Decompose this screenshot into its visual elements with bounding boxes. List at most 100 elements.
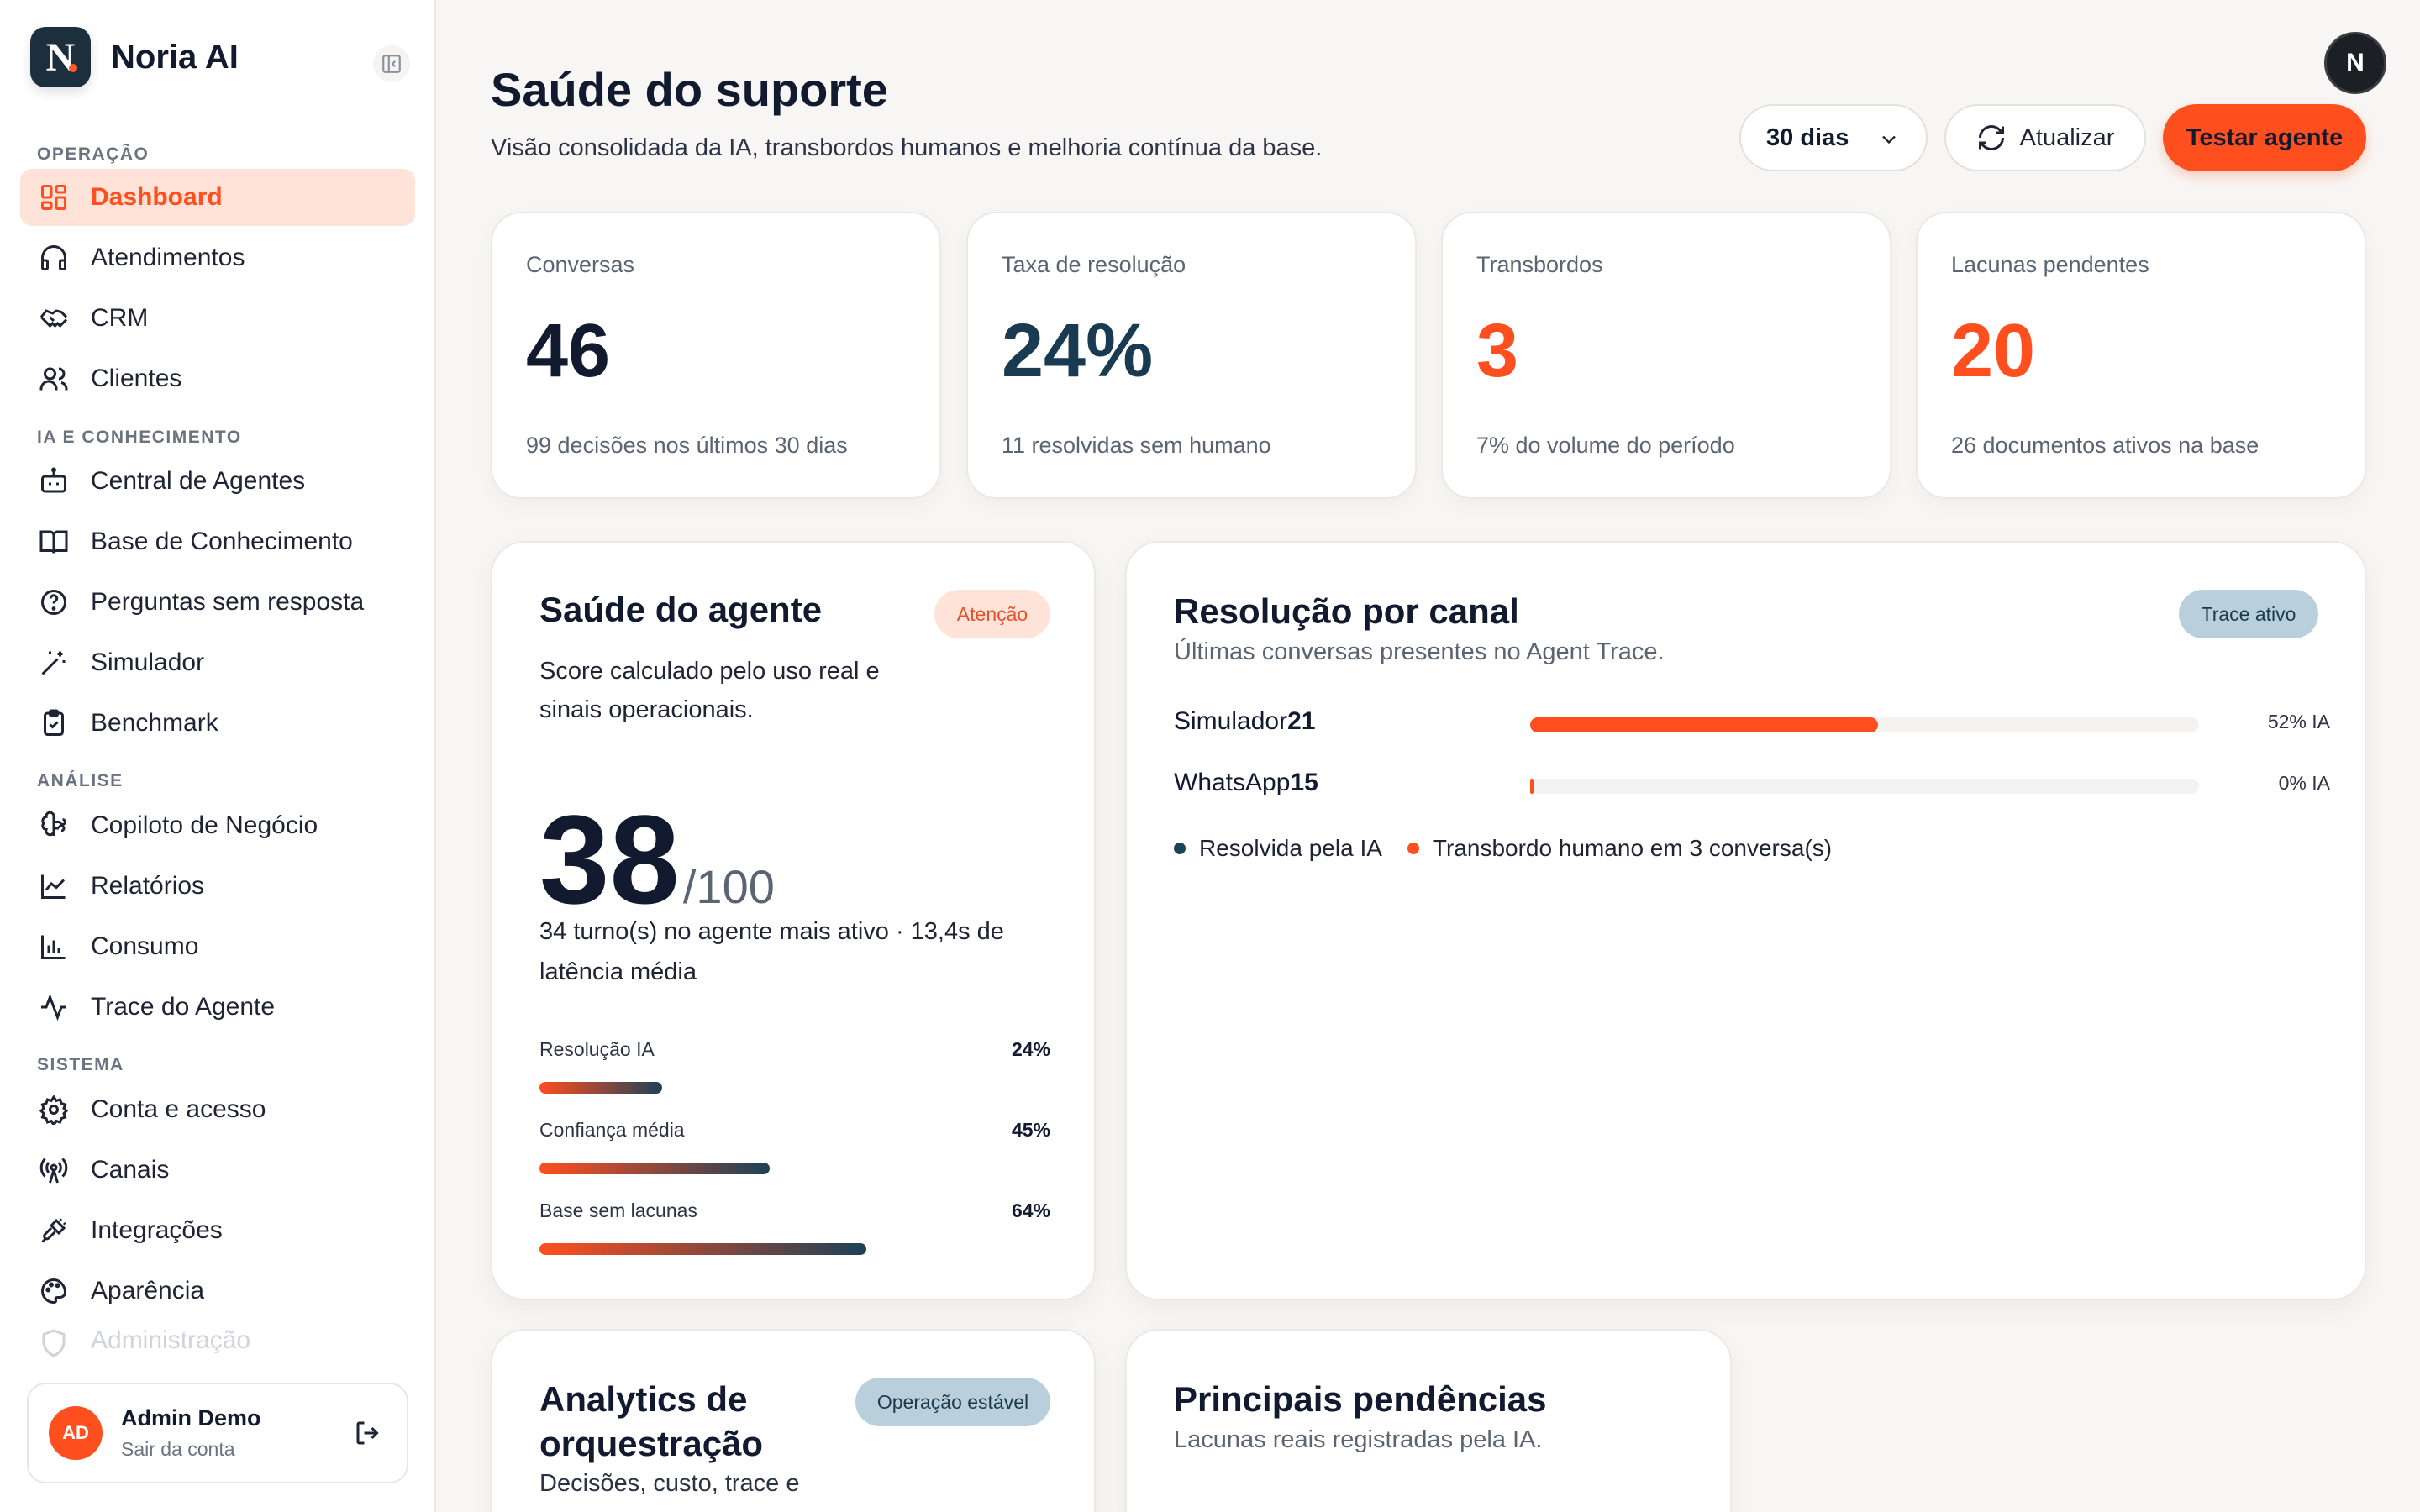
- sidebar-item-benchmark[interactable]: Benchmark: [20, 695, 415, 752]
- sidebar-item-label: Copiloto de Negócio: [91, 811, 318, 839]
- period-select[interactable]: 30 dias: [1739, 104, 1928, 171]
- test-agent-button[interactable]: Testar agente: [2163, 104, 2366, 171]
- channel-bar-track: [1530, 717, 2199, 732]
- sidebar-item-crm[interactable]: CRM: [20, 290, 415, 347]
- metric-value: 45%: [1011, 1119, 1050, 1141]
- score-max: /100: [682, 860, 775, 913]
- sidebar-item-relatorios[interactable]: Relatórios: [20, 858, 415, 915]
- panel-title: Analytics de orquestração: [539, 1379, 764, 1463]
- channel-bar-fill: [1530, 717, 1878, 732]
- stat-card-lacunas: Lacunas pendentes 20 26 documentos ativo…: [1916, 212, 2366, 499]
- sidebar-item-conta[interactable]: Conta e acesso: [20, 1081, 415, 1138]
- user-avatar[interactable]: N: [2324, 32, 2386, 94]
- sidebar-item-dashboard[interactable]: Dashboard: [20, 169, 415, 226]
- sidebar-item-trace[interactable]: Trace do Agente: [20, 979, 415, 1036]
- wand-icon: [37, 646, 71, 680]
- stat-label: Lacunas pendentes: [1951, 252, 2149, 277]
- channel-count: 21: [1287, 707, 1316, 735]
- sidebar-item-integracoes[interactable]: Integrações: [20, 1202, 415, 1259]
- chart-legend: Resolvida pela IA Transbordo humano em 3…: [1174, 835, 1857, 862]
- sidebar-item-administracao[interactable]: Administração: [20, 1323, 415, 1357]
- stat-foot: 7% do volume do período: [1476, 433, 1735, 458]
- sidebar-item-base-conhecimento[interactable]: Base de Conhecimento: [20, 513, 415, 570]
- headset-icon: [37, 241, 71, 275]
- panel-title: Principais pendências: [1174, 1379, 1547, 1419]
- health-score: 38 /100: [539, 796, 775, 922]
- metric-confianca: Confiança média 45%: [539, 1119, 1050, 1174]
- sidebar-item-canais[interactable]: Canais: [20, 1142, 415, 1199]
- sidebar-item-consumo[interactable]: Consumo: [20, 918, 415, 975]
- logout-icon[interactable]: [353, 1418, 387, 1452]
- bar-chart-icon: [37, 930, 71, 963]
- channel-count: 15: [1290, 769, 1318, 796]
- help-circle-icon: [37, 585, 71, 619]
- collapse-sidebar-button[interactable]: [373, 45, 410, 82]
- sidebar-item-label: Benchmark: [91, 709, 218, 737]
- dashboard-icon: [37, 181, 71, 214]
- chevron-down-icon: [1877, 128, 1901, 158]
- logo-dot: [69, 64, 77, 72]
- book-icon: [37, 525, 71, 559]
- line-chart-icon: [37, 869, 71, 903]
- metric-value: 24%: [1011, 1038, 1050, 1060]
- metric-value: 64%: [1011, 1200, 1050, 1221]
- logout-link[interactable]: Sair da conta: [121, 1438, 235, 1460]
- sidebar-item-central-agentes[interactable]: Central de Agentes: [20, 453, 415, 510]
- clipboard-check-icon: [37, 706, 71, 740]
- sidebar-item-label: Perguntas sem resposta: [91, 588, 365, 616]
- sidebar-item-atendimentos[interactable]: Atendimentos: [20, 229, 415, 286]
- sidebar-item-label: Relatórios: [91, 872, 205, 900]
- sidebar-item-label: Central de Agentes: [91, 467, 306, 495]
- health-description: Score calculado pelo uso real e sinais o…: [539, 658, 880, 724]
- account-card[interactable]: AD Admin Demo Sair da conta: [27, 1383, 408, 1483]
- sidebar-toggle-icon: [382, 55, 401, 73]
- panel-subtitle: Decisões, custo, trace e: [539, 1470, 800, 1497]
- channel-resolution-panel: Resolução por canal Últimas conversas pr…: [1125, 541, 2366, 1300]
- sidebar-item-label: Base de Conhecimento: [91, 528, 353, 555]
- nav-section-operacao: OPERAÇÃO: [37, 144, 150, 164]
- status-badge: Trace ativo: [2179, 590, 2318, 638]
- stat-value: 24%: [1002, 309, 1154, 393]
- account-name: Admin Demo: [121, 1405, 261, 1431]
- nav-section-sistema: SISTEMA: [37, 1055, 124, 1074]
- avatar: AD: [49, 1406, 103, 1460]
- brand[interactable]: N Noria AI: [30, 27, 239, 87]
- stat-value: 3: [1476, 309, 1519, 393]
- metric-label: Confiança média: [539, 1119, 685, 1141]
- sidebar-item-clientes[interactable]: Clientes: [20, 350, 415, 407]
- channel-name: Simulador21: [1174, 707, 1316, 735]
- sidebar-item-label: Administração: [91, 1326, 251, 1354]
- plug-icon: [37, 1214, 71, 1247]
- sidebar-item-label: Trace do Agente: [91, 993, 276, 1021]
- score-value: 38: [539, 789, 680, 930]
- activity-icon: [37, 990, 71, 1024]
- stat-label: Transbordos: [1476, 252, 1603, 277]
- sidebar-item-aparencia[interactable]: Aparência: [20, 1263, 415, 1320]
- palette-icon: [37, 1274, 71, 1308]
- stat-foot: 99 decisões nos últimos 30 dias: [526, 433, 848, 458]
- channel-name: WhatsApp15: [1174, 769, 1318, 796]
- legend-dot: [1407, 843, 1419, 854]
- sidebar-item-label: Conta e acesso: [91, 1095, 266, 1123]
- refresh-button[interactable]: Atualizar: [1944, 104, 2146, 171]
- stat-value: 46: [526, 309, 611, 393]
- page-title: Saúde do suporte: [491, 63, 888, 116]
- metric-resolucao: Resolução IA 24%: [539, 1038, 1050, 1094]
- orchestration-panel: Analytics de orquestração Operação estáv…: [491, 1329, 1096, 1512]
- sidebar-item-label: Dashboard: [91, 183, 223, 211]
- page-subtitle: Visão consolidada da IA, transbordos hum…: [491, 134, 1323, 161]
- stat-foot: 11 resolvidas sem humano: [1002, 433, 1271, 458]
- sidebar-item-perguntas[interactable]: Perguntas sem resposta: [20, 574, 415, 631]
- nav-section-analise: ANÁLISE: [37, 771, 124, 790]
- legend-item: Resolvida pela IA: [1174, 835, 1382, 862]
- sidebar-item-simulador[interactable]: Simulador: [20, 634, 415, 691]
- stat-label: Conversas: [526, 252, 635, 277]
- sidebar-item-copiloto[interactable]: Copiloto de Negócio: [20, 797, 415, 854]
- users-icon: [37, 362, 71, 396]
- channel-pct: 0% IA: [2278, 772, 2330, 794]
- sidebar-item-label: Simulador: [91, 648, 205, 676]
- sidebar-item-label: Atendimentos: [91, 244, 245, 271]
- stat-card-conversas: Conversas 46 99 decisões nos últimos 30 …: [491, 212, 941, 499]
- agent-health-panel: Saúde do agente Atenção Score calculado …: [491, 541, 1096, 1300]
- sidebar-item-label: Consumo: [91, 932, 199, 960]
